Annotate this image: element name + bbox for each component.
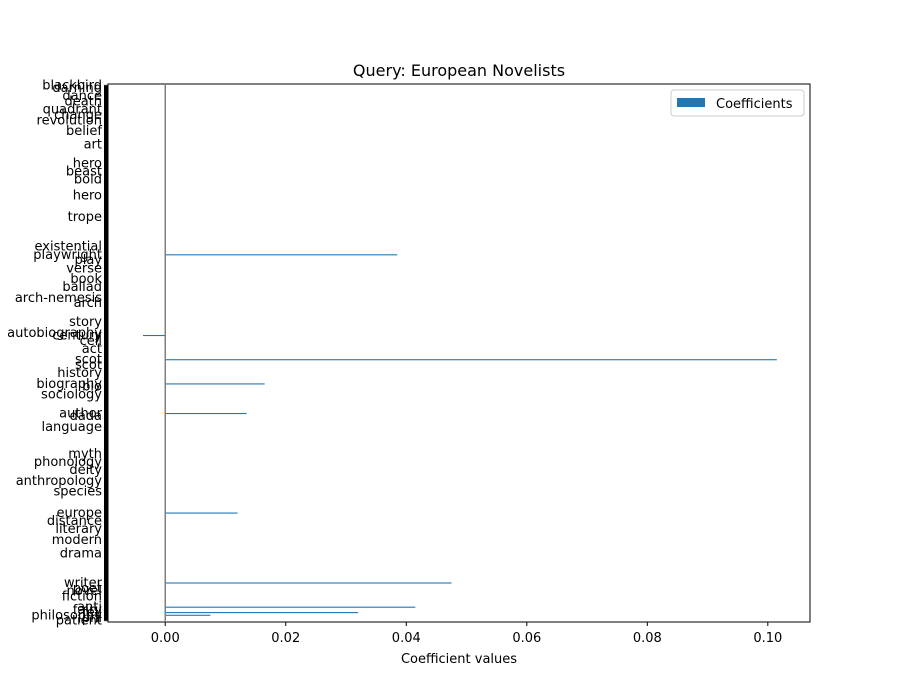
y-tick-label: bold [74, 172, 102, 187]
bar-scot [165, 359, 777, 361]
y-tick-label: phonology [34, 455, 102, 470]
y-tick-label: death [64, 94, 102, 109]
x-tick-label: 0.00 [151, 631, 180, 646]
legend-swatch [677, 98, 705, 107]
y-tick-band [104, 86, 108, 620]
bar-biography [165, 383, 265, 385]
y-tick-label: novel [67, 584, 103, 599]
legend-label: Coefficients [716, 97, 793, 112]
y-tick-label: ballad [62, 280, 102, 295]
legend-box [670, 89, 805, 117]
x-axis-ticks: 0.00 0.02 0.04 0.06 0.08 0.10 [151, 622, 782, 646]
y-tick-label: play [74, 253, 102, 268]
x-tick-label: 0.06 [512, 631, 541, 646]
y-tick-label: verse [66, 261, 102, 276]
bar-author [165, 412, 247, 415]
bar-philosophy [165, 614, 211, 616]
bar-writer [165, 582, 452, 584]
y-tick-label: act [82, 342, 102, 357]
y-tick-label: poet [73, 581, 102, 596]
legend: Coefficients [670, 89, 805, 117]
y-tick-label: phi [82, 611, 102, 626]
y-tick-label: existential [35, 240, 102, 255]
y-tick-label: hero [73, 156, 102, 171]
y-tick-label: arch [74, 296, 102, 311]
y-tick-label: story [69, 315, 102, 330]
y-tick-label: writer [64, 576, 103, 591]
y-tick-label: belief [66, 124, 102, 139]
y-tick-label: scot [75, 358, 102, 373]
bar-europe [165, 512, 238, 514]
y-tick-label: beast [66, 164, 102, 179]
y-tick-label: history [57, 366, 102, 381]
bar-fell [165, 612, 359, 614]
y-tick-label: philosophy [31, 608, 102, 623]
x-tick-label: 0.04 [392, 631, 421, 646]
y-tick-label: europe [57, 506, 103, 521]
y-tick-label: darning [52, 81, 102, 96]
bar-playwright [165, 254, 398, 256]
y-tick-label: drama [60, 546, 102, 561]
y-tick-label: patient [56, 614, 102, 629]
y-tick-label: author [59, 407, 102, 422]
y-tick-label: change [54, 108, 102, 123]
y-tick-label: deity [69, 463, 102, 478]
x-tick-label: 0.08 [633, 631, 662, 646]
bar-anti [165, 606, 416, 608]
y-tick-label: anthropology [16, 474, 103, 489]
y-tick-label: cell [80, 334, 102, 349]
y-tick-label: anti [77, 600, 102, 615]
y-tick-label: playwright [33, 248, 102, 263]
y-tick-label: book [70, 272, 102, 287]
bars-layer [142, 254, 777, 616]
y-tick-label: scot [75, 353, 102, 368]
y-tick-label: myth [68, 447, 102, 462]
y-tick-label: hero [73, 189, 102, 204]
y-tick-label: art [84, 138, 102, 153]
y-axis-ticks [104, 84, 108, 622]
y-tick-label: blackbird [42, 78, 102, 93]
bar-century [142, 334, 166, 337]
y-tick-label: fell [82, 606, 102, 621]
plot-frame [107, 83, 811, 623]
y-axis-tick-labels: patientphiphilosophyfellfairyantifiction… [7, 78, 102, 628]
x-tick-label: 0.02 [271, 631, 300, 646]
y-tick-label: species [53, 485, 102, 500]
y-tick-label: revolution [37, 113, 102, 128]
y-tick-label: arch-nemesis [15, 291, 102, 306]
y-tick-label: quadrant [43, 103, 102, 118]
x-tick-label: 0.10 [753, 631, 782, 646]
y-tick-label: literary [55, 522, 102, 537]
y-tick-label: century [52, 329, 102, 344]
y-tick-label: fairy [73, 603, 102, 618]
y-tick-label: language [41, 420, 102, 435]
x-axis-label: Coefficient values [401, 652, 517, 667]
y-tick-label: fiction [62, 589, 102, 604]
y-tick-label: distance [47, 514, 102, 529]
chart-title: Query: European Novelists [353, 61, 565, 80]
y-tick-label: autobiography [7, 326, 102, 341]
y-tick-label: trope [68, 210, 102, 225]
y-tick-label: modern [52, 533, 102, 548]
y-tick-label: bio [82, 380, 102, 395]
y-tick-label: dada [70, 409, 102, 424]
y-tick-label: sociology [41, 388, 102, 403]
y-tick-label: biography [36, 377, 102, 392]
y-tick-label: dance [62, 89, 102, 104]
